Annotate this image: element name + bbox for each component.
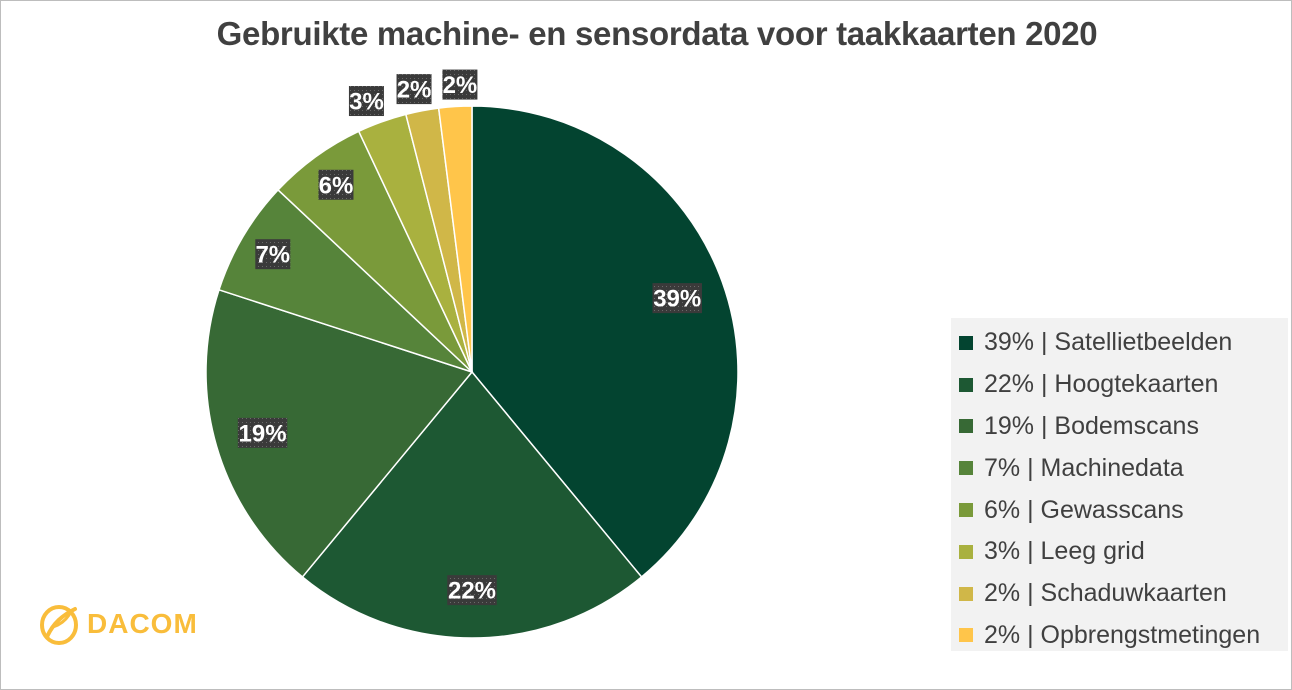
legend-swatch (959, 377, 973, 392)
pie-slice-3 (205, 288, 474, 579)
chart-title: Gebruikte machine- en sensordata voor ta… (216, 15, 1098, 52)
legend-item-2: 22% | Hoogtekaarten (951, 364, 1288, 406)
data-label-text: 39% (653, 286, 701, 313)
legend-swatch (959, 628, 973, 643)
data-label-box (255, 239, 291, 270)
legend-item-1: 39% | Satellietbeelden (951, 322, 1288, 364)
data-label-box (318, 169, 354, 200)
legend-swatch (959, 544, 973, 559)
data-label-text: 22% (448, 578, 496, 605)
data-label-text: 6% (319, 172, 354, 199)
legend-label: 19% | Bodemscans (984, 411, 1199, 440)
data-label-text: 19% (239, 420, 287, 447)
legend-item-6: 3% | Leeg grid (951, 531, 1288, 573)
pie-slice-1 (471, 105, 739, 579)
data-label-3: 19% (237, 417, 288, 448)
legend: 39% | Satellietbeelden 22% | Hoogtekaarte… (951, 318, 1288, 651)
pie-slice-8 (437, 105, 473, 373)
legend-swatch (959, 335, 973, 350)
data-label-text: 2% (443, 72, 478, 99)
data-label-7: 2% (396, 74, 432, 105)
data-label-1: 39% (652, 283, 702, 314)
pie-slice-4 (218, 188, 473, 373)
data-label-box (442, 69, 478, 100)
data-label-box (348, 86, 384, 117)
legend-item-7: 2% | Schaduwkaarten (951, 573, 1288, 615)
legend-swatch (959, 586, 973, 601)
data-label-4: 7% (255, 239, 291, 270)
legend-label: 22% | Hoogtekaarten (984, 370, 1219, 399)
data-label-box (396, 74, 432, 105)
data-label-5: 6% (318, 169, 354, 200)
data-label-6: 3% (348, 86, 384, 117)
data-label-8: 2% (442, 69, 478, 100)
legend-item-8: 2% | Opbrengstmetingen (951, 615, 1288, 657)
legend-label: 2% | Schaduwkaarten (984, 579, 1227, 608)
legend-item-5: 6% | Gewasscans (951, 489, 1288, 531)
data-label-box (447, 575, 497, 606)
legend-item-4: 7% | Machinedata (951, 447, 1288, 489)
legend-label: 39% | Satellietbeelden (984, 328, 1233, 357)
data-label-box (237, 417, 288, 448)
legend-label: 3% | Leeg grid (984, 537, 1145, 566)
dacom-leaf-logo-icon (40, 605, 78, 645)
dacom-logo: DACOM (37, 601, 198, 647)
data-label-box (652, 283, 702, 314)
legend-swatch (959, 419, 973, 434)
legend-label: 6% | Gewasscans (984, 495, 1184, 524)
legend-label: 7% | Machinedata (984, 453, 1184, 482)
data-label-text: 7% (255, 242, 290, 269)
legend-swatch (959, 461, 973, 476)
pie-slice-2 (301, 370, 643, 639)
data-label-text: 2% (397, 77, 432, 104)
data-label-2: 22% (447, 575, 497, 606)
logo-text: DACOM (87, 608, 198, 639)
legend-swatch (959, 503, 973, 518)
legend-item-3: 19% | Bodemscans (951, 406, 1288, 448)
legend-label: 2% | Opbrengstmetingen (984, 620, 1261, 649)
data-label-text: 3% (349, 89, 384, 116)
